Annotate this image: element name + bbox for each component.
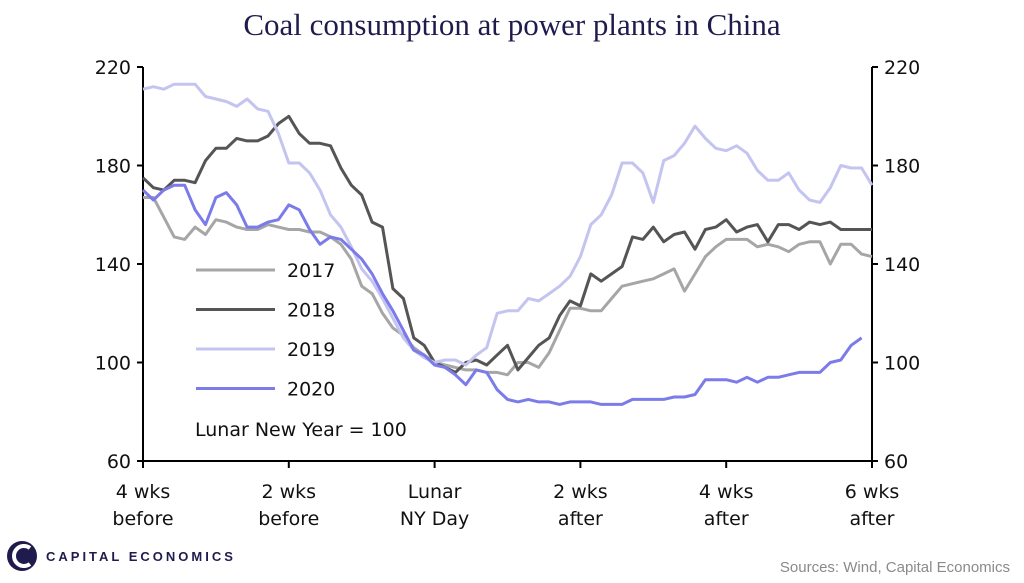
y-tick-label-right: 140 [884,254,920,276]
x-tick-label: after [558,508,603,530]
legend-label-2018: 2018 [287,300,335,322]
y-tick-label-right: 220 [884,57,920,79]
chart-annotation: Lunar New Year = 100 [195,419,407,441]
y-tick-label-left: 220 [95,57,131,79]
y-tick-label-left: 100 [95,353,131,375]
y-tick-label-right: 180 [884,156,920,178]
chart-title: Coal consumption at power plants in Chin… [243,7,781,42]
x-tick-label: 2 wks [262,481,317,503]
capital-economics-logo: CAPITAL ECONOMICS [7,541,236,571]
x-tick-label: before [112,508,173,530]
x-tick-label: before [258,508,319,530]
x-tick-label: after [704,508,749,530]
x-tick-label: 4 wks [699,481,754,503]
series-line-2018 [141,114,872,374]
series-line-2020 [141,183,863,406]
chart-axes: 60 60 100 100 140 140 180 180 220 220 4 wks before 2… [95,57,921,530]
x-tick-label: Lunar [408,481,462,503]
x-tick-label: 2 wks [553,481,608,503]
logo-text: CAPITAL ECONOMICS [46,549,236,564]
x-tick-label: after [850,508,895,530]
series-line-2017 [143,196,873,377]
y-tick-label-right: 60 [884,451,908,473]
y-tick-label-left: 180 [95,156,131,178]
legend-label-2020: 2020 [287,379,335,401]
y-tick-label-left: 140 [95,254,131,276]
y-tick-label-right: 100 [884,353,920,375]
logo-c-mark-icon [12,544,32,568]
chart-legend: 2017 2018 2019 2020 [196,260,335,401]
x-tick-label: 4 wks [116,481,171,503]
x-tick-label: 6 wks [845,481,900,503]
series-line-2019 [142,82,874,367]
y-tick-label-left: 60 [107,451,131,473]
source-note: Sources: Wind, Capital Economics [780,559,1010,576]
legend-label-2019: 2019 [287,339,335,361]
legend-label-2017: 2017 [287,260,335,282]
x-tick-label: NY Day [400,508,469,530]
chart-series [141,82,874,406]
